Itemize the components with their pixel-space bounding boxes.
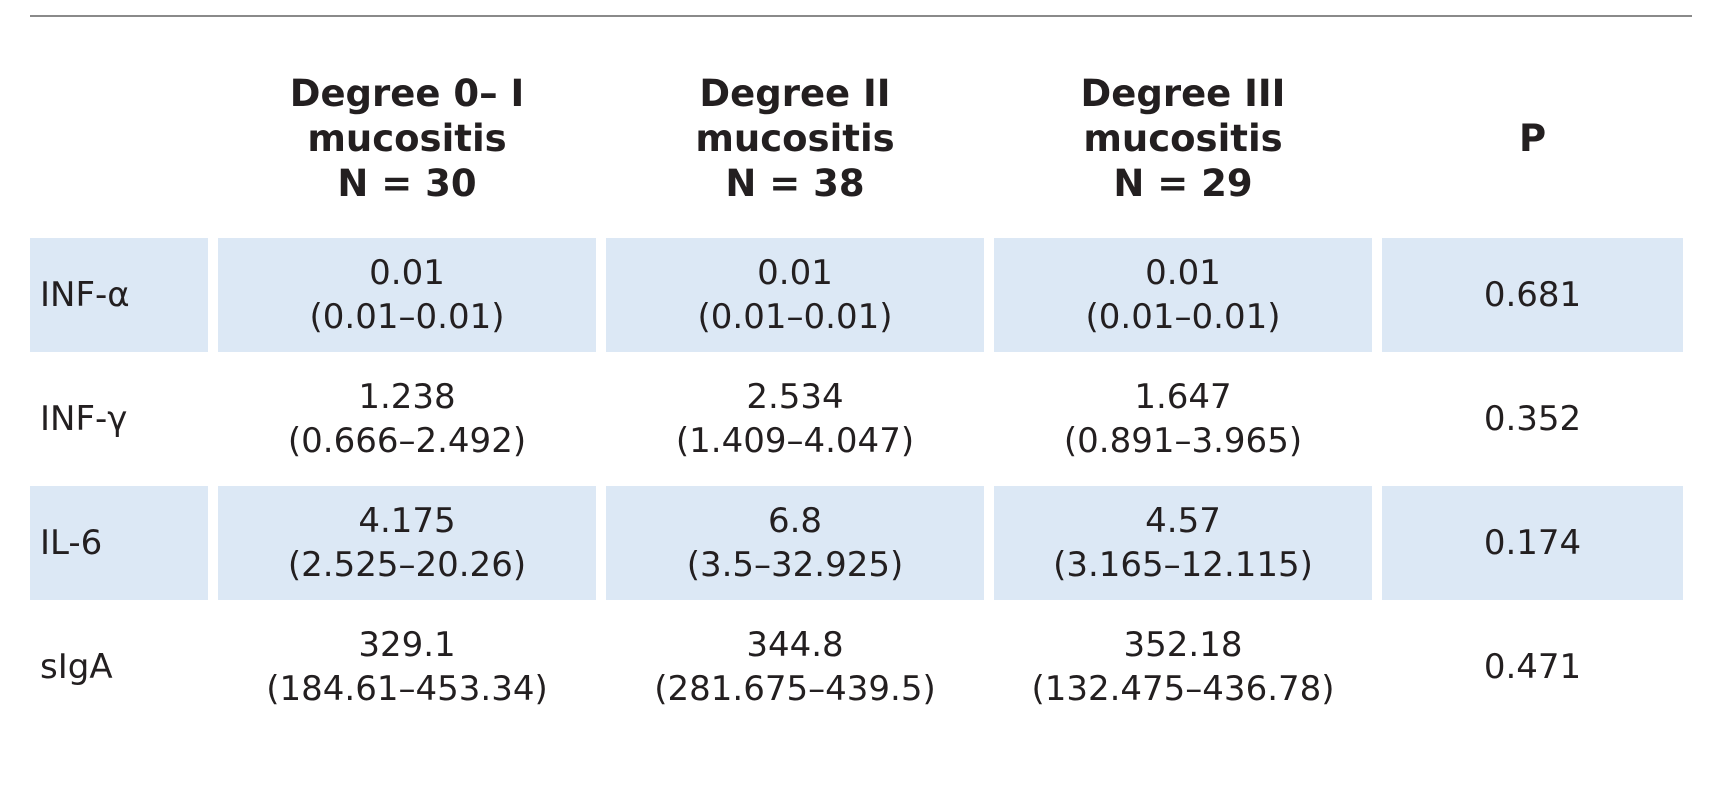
p-value: 0.174: [1382, 486, 1683, 600]
header-text: Degree II: [699, 71, 891, 115]
header-text: mucositis: [307, 116, 507, 160]
header-text: N = 38: [725, 161, 865, 205]
table-cell: 0.01 (0.01–0.01): [994, 238, 1372, 352]
header-text: Degree 0– I: [289, 71, 525, 115]
median-value: 1.238: [358, 377, 456, 417]
header-text: mucositis: [695, 116, 895, 160]
range-value: (2.525–20.26): [287, 545, 527, 585]
p-value: 0.471: [1483, 647, 1582, 687]
table-cell: 1.238 (0.666–2.492): [218, 362, 596, 476]
median-value: 1.647: [1134, 377, 1232, 417]
header-empty-cell: [30, 48, 208, 228]
table-cell: 352.18 (132.475–436.78): [994, 610, 1372, 724]
row-label: INF-α: [30, 238, 208, 352]
range-value: (132.475–436.78): [1031, 669, 1335, 709]
p-value: 0.352: [1483, 399, 1582, 439]
table-cell: 344.8 (281.675–439.5): [606, 610, 984, 724]
median-value: 344.8: [746, 625, 844, 665]
table-cell: 329.1 (184.61–453.34): [218, 610, 596, 724]
range-value: (0.01–0.01): [697, 297, 893, 337]
median-value: 4.175: [358, 501, 456, 541]
table-row: IL-6 4.175 (2.525–20.26) 6.8 (3.5–32.925…: [30, 486, 1693, 600]
median-value: 0.01: [369, 253, 445, 293]
table-cell: 4.175 (2.525–20.26): [218, 486, 596, 600]
header-text: N = 29: [1113, 161, 1253, 205]
header-degree-0-1: Degree 0– I mucositis N = 30: [218, 48, 596, 228]
median-value: 2.534: [746, 377, 844, 417]
median-value: 6.8: [767, 501, 823, 541]
median-value: 352.18: [1123, 625, 1243, 665]
header-degree-3: Degree III mucositis N = 29: [994, 48, 1372, 228]
top-rule: [30, 15, 1692, 17]
table-cell: 2.534 (1.409–4.047): [606, 362, 984, 476]
table-row: sIgA 329.1 (184.61–453.34) 344.8 (281.67…: [30, 610, 1693, 724]
header-degree-2: Degree II mucositis N = 38: [606, 48, 984, 228]
range-value: (184.61–453.34): [266, 669, 548, 709]
range-value: (0.666–2.492): [287, 421, 527, 461]
median-value: 329.1: [358, 625, 456, 665]
median-value: 0.01: [757, 253, 833, 293]
p-value: 0.681: [1382, 238, 1683, 352]
row-label: IL-6: [30, 486, 208, 600]
table-cell: 6.8 (3.5–32.925): [606, 486, 984, 600]
table-row: INF-γ 1.238 (0.666–2.492) 2.534 (1.409–4…: [30, 362, 1693, 476]
header-text: Degree III: [1080, 71, 1286, 115]
header-text: mucositis: [1083, 116, 1283, 160]
table-cell: 1.647 (0.891–3.965): [994, 362, 1372, 476]
range-value: (3.5–32.925): [686, 545, 904, 585]
header-text: N = 30: [337, 161, 477, 205]
table-row: INF-α 0.01 (0.01–0.01) 0.01 (0.01–0.01) …: [30, 238, 1693, 352]
header-p-value: P: [1518, 116, 1547, 160]
range-value: (1.409–4.047): [675, 421, 915, 461]
row-label: sIgA: [40, 647, 113, 687]
range-value: (3.165–12.115): [1053, 545, 1313, 585]
range-value: (281.675–439.5): [654, 669, 936, 709]
row-label: INF-γ: [40, 399, 128, 439]
table-cell: 4.57 (3.165–12.115): [994, 486, 1372, 600]
range-value: (0.891–3.965): [1063, 421, 1303, 461]
table-cell: 0.01 (0.01–0.01): [218, 238, 596, 352]
cytokine-table: Degree 0– I mucositis N = 30 Degree II m…: [30, 48, 1693, 734]
median-value: 4.57: [1145, 501, 1221, 541]
range-value: (0.01–0.01): [309, 297, 505, 337]
table-cell: 0.01 (0.01–0.01): [606, 238, 984, 352]
range-value: (0.01–0.01): [1085, 297, 1281, 337]
median-value: 0.01: [1145, 253, 1221, 293]
table-header-row: Degree 0– I mucositis N = 30 Degree II m…: [30, 48, 1693, 228]
